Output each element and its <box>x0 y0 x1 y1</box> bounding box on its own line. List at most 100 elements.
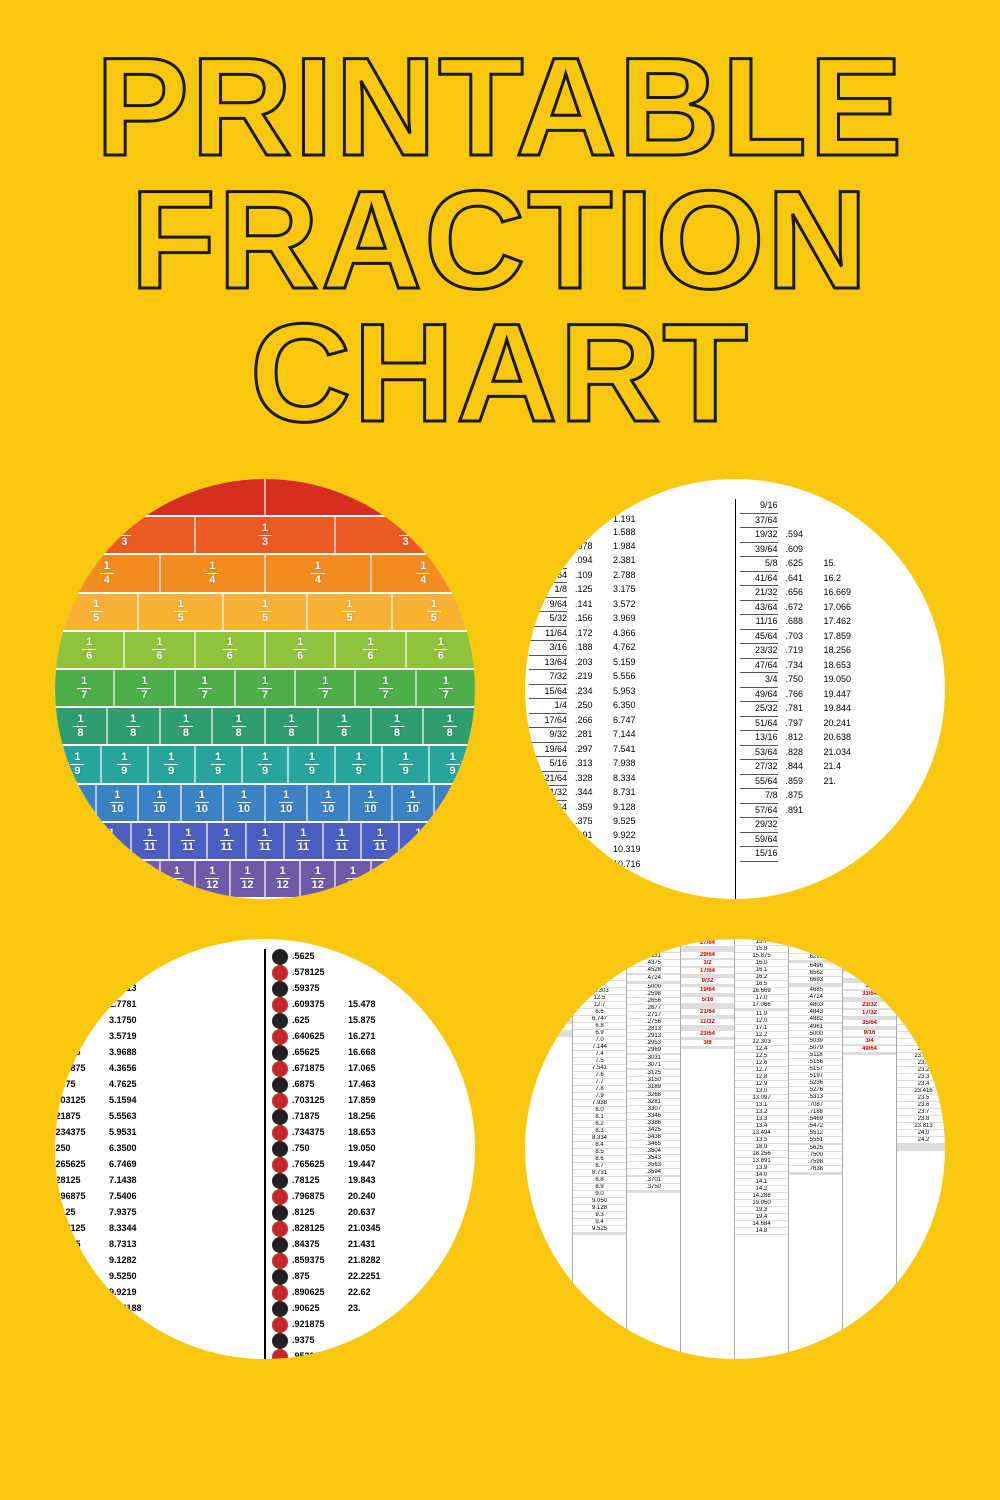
bracket-row: .2031255.1594 <box>55 1093 256 1109</box>
dense-cell: .2717 <box>627 1012 680 1019</box>
fraction-segment: 110 <box>139 785 181 821</box>
dense-cell: .3346 <box>627 1113 680 1120</box>
bracket-row: .9375 <box>272 1333 475 1349</box>
bracket-chart-thumbnail: .06251.5875.0781251.9844.093752.3813.109… <box>55 939 475 1359</box>
decimal-row: 37/64 <box>740 514 942 529</box>
bracket-row: .87522.2251 <box>272 1269 475 1285</box>
bracket-row: .89062522.62 <box>272 1285 475 1301</box>
bracket-row: .281257.1438 <box>55 1173 256 1189</box>
dense-cell: .2813 <box>627 1026 680 1033</box>
dense-cell: 13.3 <box>735 1116 788 1123</box>
dense-cell: 8.6 <box>573 1156 626 1163</box>
decimal-row: 5/8.62515. <box>740 557 942 572</box>
dense-cell <box>843 1054 896 1055</box>
dense-cell: .4843 <box>789 1009 842 1016</box>
fraction-segment: 110 <box>55 785 97 821</box>
dense-cell: 17.066 <box>735 1002 788 1009</box>
dense-cell: 9.128 <box>573 1205 626 1212</box>
fraction-segment: 17 <box>55 670 115 706</box>
dense-cell: .2656 <box>627 998 680 1005</box>
fraction-segment: 19 <box>336 746 383 782</box>
fraction-badge-icon <box>272 949 288 965</box>
dense-cell: .4803 <box>789 1002 842 1009</box>
dense-cell <box>573 1234 626 1235</box>
dense-cell: 7.6 <box>573 1072 626 1079</box>
dense-cell: 9/64 <box>525 1013 572 1020</box>
bracket-row: .7812519.843 <box>272 1173 475 1189</box>
dense-cell: .4219 <box>627 946 680 953</box>
dense-cell: 29/64 <box>681 952 734 959</box>
decimal-row: 7/32.2195.556 <box>529 670 731 685</box>
decimal-row: 53/64.82821.034 <box>740 746 942 761</box>
decimal-row: 1/4.2506.350 <box>529 699 731 714</box>
fraction-badge-icon <box>272 1029 288 1045</box>
dense-cell: 13.0 <box>735 1088 788 1095</box>
dense-cell: 15.7 <box>735 939 788 946</box>
dense-cell: .2913 <box>627 1033 680 1040</box>
bracket-row: .1253.1750 <box>55 1013 256 1029</box>
fraction-badge-icon <box>272 1173 288 1189</box>
decimal-row: 19/64.2977.541 <box>529 743 731 758</box>
dense-cell: 7.938 <box>573 1100 626 1107</box>
dense-cell: 5/32 <box>525 1024 572 1031</box>
fraction-segment: 111 <box>132 823 170 859</box>
fraction-segment: 111 <box>400 823 438 859</box>
fraction-segment: 14 <box>55 555 161 591</box>
bracket-row: .82812521.0345 <box>272 1221 475 1237</box>
dense-cell: 1/2 <box>843 983 896 990</box>
fraction-bar-row: 1818181818181818 <box>55 708 475 746</box>
decimal-row: 23/64.3599.128 <box>529 801 731 816</box>
thumbnail-grid: 1313131414141415151515151616161616161717… <box>0 459 1000 1409</box>
dense-cell: 23/64 <box>681 1031 734 1038</box>
fraction-segment: 14 <box>161 555 267 591</box>
fraction-badge-icon <box>272 965 288 981</box>
bracket-row: .1406253.5719 <box>55 1029 256 1045</box>
dense-cell: .4882 <box>789 1016 842 1023</box>
fraction-badge-icon <box>272 1045 288 1061</box>
dense-cell: .6250 <box>789 947 842 954</box>
dense-cell: .3386 <box>627 1120 680 1127</box>
fraction-segment: 112 <box>55 861 90 897</box>
dense-cell: 6.6 <box>573 1009 626 1016</box>
fraction-badge-icon <box>272 1157 288 1173</box>
dense-cell: 43/64 <box>843 960 896 967</box>
bracket-row: .31257.9375 <box>55 1205 256 1221</box>
dense-cell: 8.5 <box>573 1149 626 1156</box>
fraction-segment: 17 <box>417 670 475 706</box>
fraction-segment: 110 <box>308 785 350 821</box>
dense-cell: .5000 <box>627 984 680 991</box>
dense-cell <box>525 1036 572 1037</box>
dense-cell: 49/64 <box>843 1046 896 1053</box>
dense-cell: 22.7 <box>897 1025 945 1032</box>
fraction-bar-row: 161616161616 <box>55 632 475 670</box>
decimal-row: .031.794 <box>529 499 731 513</box>
dense-cell: .5625 <box>789 1145 842 1152</box>
decimal-row: .0631.588 <box>529 526 731 540</box>
decimal-row: 13/32.40610.319 <box>529 843 731 858</box>
dense-cell: 11.5 <box>573 967 626 974</box>
bracket-row: .953125 <box>272 1349 475 1359</box>
fraction-segment: 18 <box>213 708 266 744</box>
dense-cell: 23.019 <box>897 1053 945 1060</box>
dense-cell: 8.2 <box>573 1121 626 1128</box>
dense-cell: 13.4 <box>735 1123 788 1130</box>
fraction-badge-icon <box>272 1013 288 1029</box>
fraction-segment: 16 <box>407 632 475 668</box>
fraction-bar-row: 112112112112112112112112112112112112 <box>55 861 475 899</box>
fraction-segment: 16 <box>266 632 336 668</box>
fraction-badge-icon <box>272 1189 288 1205</box>
fraction-segment: 19 <box>55 746 102 782</box>
dense-cell: 13.5 <box>735 1137 788 1144</box>
dense-cell: .4173 <box>627 939 680 946</box>
dense-cell: 12.6 <box>735 1060 788 1067</box>
decimal-chart-thumbnail: .031.794.0471.191.0631.5885/64.0781.9843… <box>525 479 945 899</box>
dense-cell: 16.669 <box>735 988 788 995</box>
bracket-row: .0781251.9844 <box>55 965 256 981</box>
fraction-segment: 19 <box>196 746 243 782</box>
dense-cell: 23.2 <box>897 1067 945 1074</box>
dense-cell: 11.0 <box>573 953 626 960</box>
fraction-segment: 111 <box>285 823 323 859</box>
decimal-row: 23/32.71918.256 <box>740 644 942 659</box>
dense-cell: 11.113 <box>573 960 626 967</box>
dense-cell: .3563 <box>627 1162 680 1169</box>
